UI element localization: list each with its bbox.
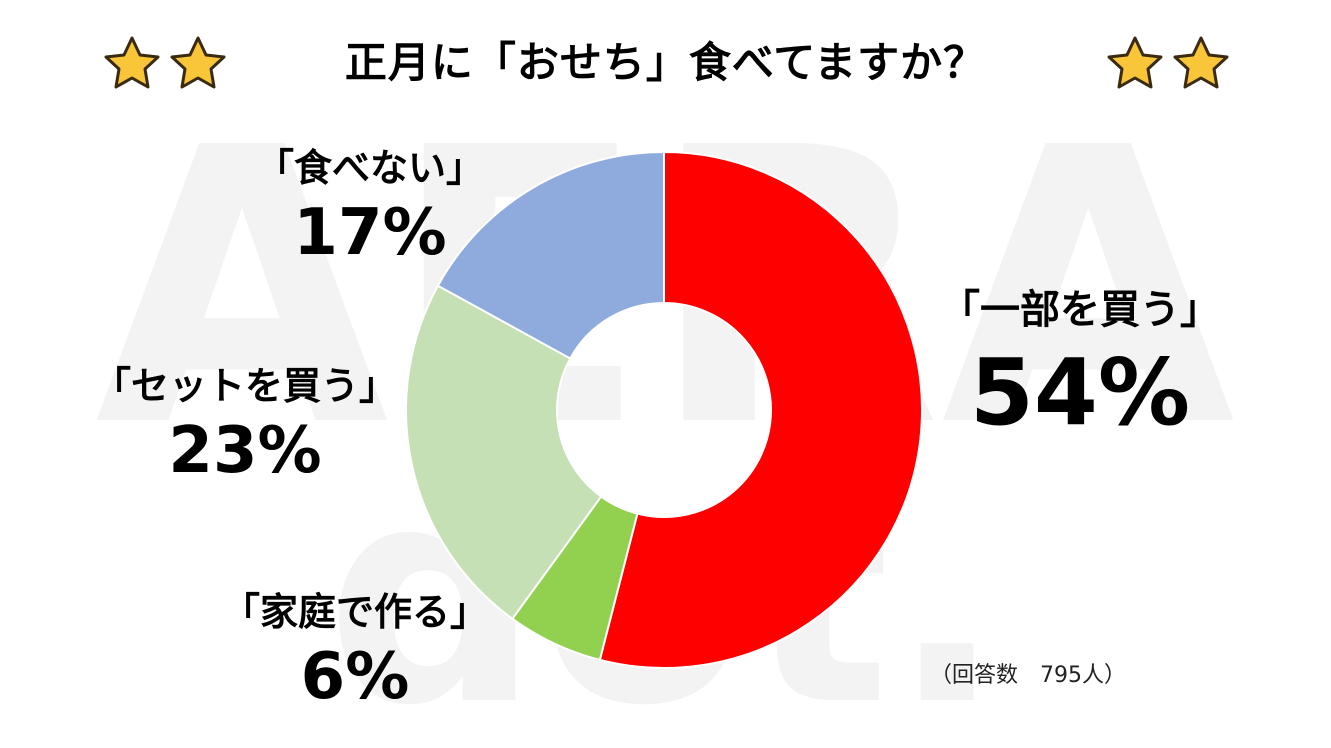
category-label-set: 「セットを買う」 [92, 364, 397, 408]
label-katei: 「家庭で作る」 6% [210, 586, 500, 716]
slice-set [405, 284, 603, 621]
percent-label-set: 23% [168, 414, 322, 488]
label-tabenai: 「食べない」 17% [230, 142, 510, 272]
label-set: 「セットを買う」 23% [80, 360, 410, 490]
slice-tabenai [436, 150, 665, 360]
star-icon [1107, 36, 1163, 89]
percent-label-katei: 6% [300, 640, 410, 714]
stars-decoration-left [100, 30, 230, 94]
percent-label-tabenai: 17% [293, 196, 447, 270]
category-label-katei: 「家庭で作る」 [221, 590, 488, 634]
slice-ichibu [598, 150, 923, 669]
percent-label-ichibu: 54% [969, 339, 1191, 446]
stars-decoration-right [1103, 30, 1233, 94]
category-label-ichibu: 「一部を買う」 [940, 287, 1220, 333]
respondent-count-note: （回答数 795人） [930, 663, 1126, 688]
label-ichibu: 「一部を買う」 54% [925, 282, 1235, 448]
star-icon [170, 36, 226, 89]
chart-title: 正月に「おせち」食べてますか？ [344, 38, 987, 87]
star-icon [104, 36, 160, 89]
category-label-tabenai: 「食べない」 [255, 146, 484, 190]
star-icon [1173, 36, 1229, 89]
